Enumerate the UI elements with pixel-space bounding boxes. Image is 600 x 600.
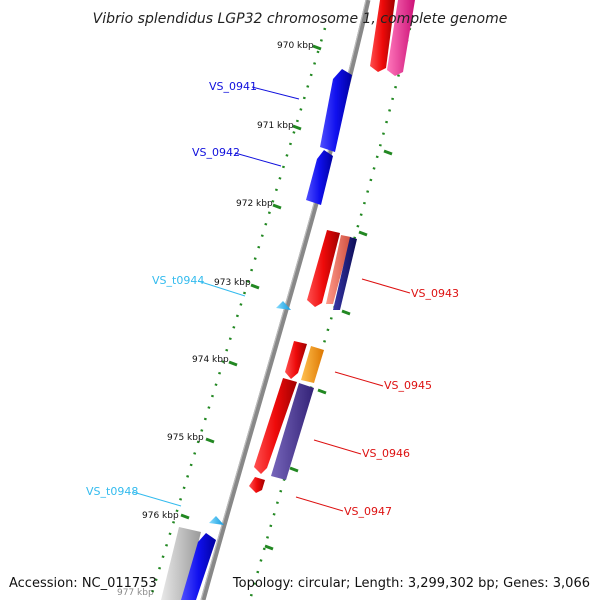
tick-marks: [180, 44, 322, 520]
gene-label-vs0947: VS_0947: [344, 505, 392, 518]
cds-feature-salmon: [326, 235, 351, 304]
tick-label-971: 971 kbp: [257, 121, 294, 131]
cds-feature-vs0947: [249, 477, 265, 493]
tick-label-970: 970 kbp: [277, 41, 314, 51]
trna-feature-vs-t0944: [276, 301, 291, 310]
cds-feature-pink-top: [387, 0, 415, 76]
cds-feature-vs0946: [271, 383, 314, 480]
tick-label-973: 973 kbp: [214, 278, 251, 288]
gene-label-vs0945: VS_0945: [384, 379, 432, 392]
tick-label-975: 975 kbp: [167, 433, 204, 443]
cds-feature-grey-bottom: [161, 527, 201, 600]
cds-feature-red-2: [285, 341, 307, 379]
genome-summary-text: Topology: circular; Length: 3,299,302 bp…: [232, 576, 590, 591]
gene-label-vs0941: VS_0941: [209, 80, 257, 93]
trna-feature-vs-t0948: [209, 516, 224, 525]
tick-label-974: 974 kbp: [192, 355, 229, 365]
label-leaders: [132, 86, 411, 512]
cds-feature-red-1: [307, 230, 340, 307]
gene-label-vs0942: VS_0942: [192, 146, 240, 159]
gene-label-vs-t0944: VS_t0944: [152, 274, 204, 287]
cds-feature-vs0943: [333, 237, 357, 310]
cds-feature-red-top: [370, 0, 395, 72]
cds-feature-red-3: [254, 378, 297, 474]
cds-feature-vs0941: [320, 69, 352, 152]
accession-text: Accession: NC_011753: [9, 576, 157, 591]
tick-label-972: 972 kbp: [236, 199, 273, 209]
gene-label-vs-t0948: VS_t0948: [86, 485, 138, 498]
cds-feature-vs0942: [306, 150, 333, 205]
gene-label-vs0946: VS_0946: [362, 447, 410, 460]
cds-feature-blue-bottom: [181, 533, 216, 600]
tick-label-977: 977 kbp: [117, 588, 154, 598]
tick-label-976: 976 kbp: [142, 511, 179, 521]
cds-feature-vs0945: [301, 346, 324, 383]
gene-label-vs0943: VS_0943: [411, 287, 459, 300]
outer-tick-marks: [264, 149, 393, 551]
page-title: Vibrio splendidus LGP32 chromosome 1, co…: [93, 11, 508, 27]
